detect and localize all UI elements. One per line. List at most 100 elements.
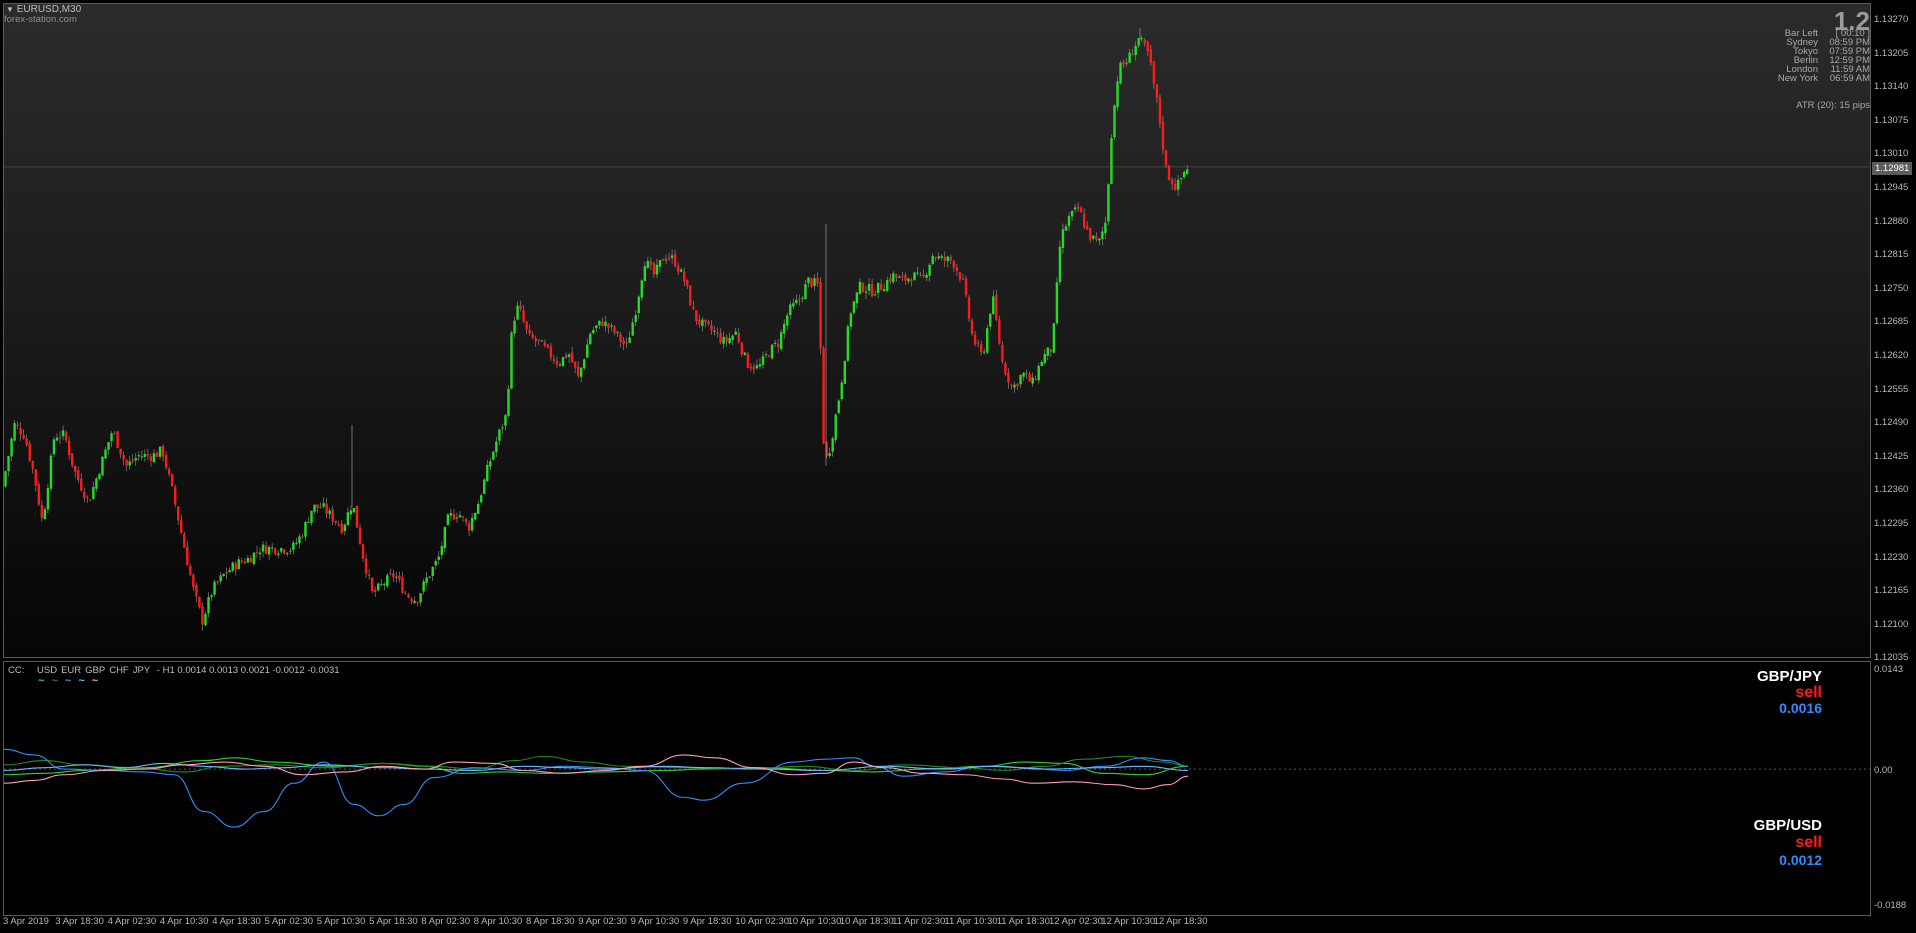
- candle-body: [140, 456, 144, 458]
- price-chart-window[interactable]: ▼ EURUSD,M30 forex-station.com 1.2 Bar L…: [3, 3, 1871, 658]
- candle-body: [1092, 235, 1095, 239]
- candle-body: [1025, 372, 1028, 374]
- candle-body: [916, 272, 919, 274]
- candle-body: [522, 310, 525, 322]
- candle-body: [1173, 183, 1177, 191]
- candle-body: [419, 593, 422, 603]
- candle-body: [310, 510, 313, 523]
- candle-body: [519, 305, 522, 309]
- candle-body: [49, 455, 53, 489]
- candle-body: [840, 382, 843, 400]
- candle-body: [658, 260, 662, 267]
- candle-body: [525, 321, 528, 330]
- candle-body: [16, 424, 19, 427]
- candle-body: [937, 256, 940, 259]
- candle-body: [395, 576, 398, 578]
- candle-body: [1125, 62, 1128, 64]
- candle-body: [1034, 378, 1037, 380]
- candle-body: [195, 585, 198, 597]
- candle-body: [361, 544, 365, 559]
- candle-body: [664, 259, 668, 261]
- candle-body: [886, 279, 889, 291]
- candle-body: [670, 255, 674, 258]
- time-tick: 4 Apr 18:30: [212, 916, 261, 927]
- price-tick: 1.12815: [1874, 249, 1909, 261]
- candle-body: [1128, 52, 1131, 63]
- candle-body: [546, 344, 550, 348]
- candle-body: [1167, 165, 1171, 181]
- candle-body: [910, 280, 913, 282]
- legend-wave-icon: ~: [78, 675, 85, 687]
- candle-body: [646, 260, 650, 268]
- candle-body: [270, 547, 274, 549]
- candle-body: [237, 559, 241, 570]
- candle-body: [210, 595, 213, 597]
- indicator-header: CC: USD EUR GBP CHF JPY - H1 0.0014 0.0013 0…: [8, 665, 340, 676]
- candle-body: [1170, 179, 1174, 185]
- candle-body: [28, 443, 31, 461]
- candle-body: [1158, 96, 1162, 124]
- candle-body: [528, 329, 531, 334]
- candle-body: [40, 504, 44, 518]
- info-value-0: [ 00:10 ]: [1835, 28, 1870, 39]
- candle-body: [1119, 62, 1122, 84]
- candle-body: [392, 573, 395, 577]
- time-tick: 12 Apr 02:30: [1049, 916, 1103, 927]
- info-panel: 1.2 Bar Left [ 00:10 ] Sydney 08:59 PM Tokyo…: [1744, 4, 1870, 114]
- candle-body: [167, 469, 171, 475]
- candle-body: [177, 506, 180, 521]
- candle-body: [201, 606, 204, 625]
- candle-body: [1013, 384, 1016, 388]
- candle-body: [504, 415, 507, 426]
- candle-body: [749, 366, 753, 369]
- candle-body: [976, 342, 980, 344]
- candle-body: [413, 600, 416, 603]
- candle-body: [640, 280, 643, 298]
- candle-body: [186, 546, 189, 566]
- price-tick: 1.12750: [1874, 282, 1909, 294]
- candle-body: [592, 329, 595, 334]
- candle-body: [277, 553, 280, 555]
- candle-body: [786, 315, 789, 326]
- candle-body: [192, 574, 195, 587]
- candle-body: [1131, 54, 1134, 56]
- info-value-3: 12:59 PM: [1829, 55, 1870, 66]
- candle-body: [255, 551, 259, 553]
- candle-body: [1179, 178, 1183, 180]
- candle-body: [764, 354, 768, 356]
- candle-body: [879, 284, 883, 291]
- signal-pair-1: GBP/USD: [1753, 817, 1822, 834]
- candle-body: [710, 325, 713, 331]
- candle-body: [789, 304, 792, 316]
- candle-body: [743, 352, 747, 355]
- candle-body: [722, 336, 725, 344]
- info-value-4: 11:59 AM: [1830, 64, 1870, 75]
- big-value: 1.2: [1833, 6, 1870, 36]
- candle-body: [198, 596, 201, 608]
- indicator-window[interactable]: CC: USD EUR GBP CHF JPY - H1 0.0014 0.0013 0…: [3, 661, 1871, 916]
- candle-body: [304, 522, 307, 537]
- candle-body: [322, 503, 325, 507]
- legend-eur: EUR: [61, 665, 82, 676]
- candle-body: [628, 337, 631, 343]
- candle-body: [555, 360, 559, 365]
- candle-body: [770, 344, 774, 359]
- candle-body: [846, 326, 850, 361]
- candle-body: [507, 388, 510, 416]
- candle-body: [852, 301, 856, 313]
- current-price-tag: 1.12981: [1872, 162, 1913, 175]
- price-tick: 1.12100: [1874, 618, 1909, 630]
- price-tick: 1.12685: [1874, 316, 1909, 328]
- candle-body: [58, 436, 62, 438]
- candle-body: [98, 474, 101, 479]
- candle-body: [649, 261, 653, 265]
- candle-body: [264, 545, 268, 554]
- candle-body: [258, 552, 262, 555]
- candle-body: [473, 512, 477, 520]
- candle-body: [855, 292, 859, 304]
- candle-body: [431, 567, 434, 577]
- collapse-arrow-icon[interactable]: ▼: [6, 5, 14, 14]
- candle-body: [586, 344, 589, 358]
- candle-body: [731, 335, 734, 340]
- candle-body: [137, 455, 141, 457]
